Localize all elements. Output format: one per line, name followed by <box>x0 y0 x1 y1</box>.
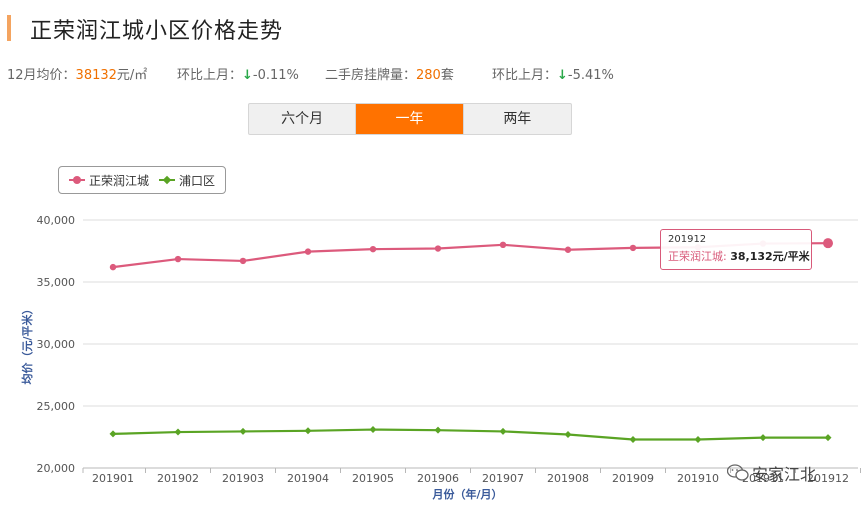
legend-item-community[interactable]: 正荣润江城 <box>69 172 149 189</box>
stat-price-mom: 环比上月：↓-0.11% <box>177 68 299 83</box>
data-point <box>304 248 312 255</box>
x-tick-label: 201902 <box>157 472 199 485</box>
x-tick-label: 201903 <box>222 472 264 485</box>
data-point <box>434 426 442 434</box>
data-point <box>499 427 507 435</box>
tab-one-year[interactable]: 一年 <box>356 104 464 134</box>
y-tick-label: 30,000 <box>37 338 76 351</box>
x-tick-label: 201908 <box>547 472 589 485</box>
listing-count-value: 280 <box>416 68 441 83</box>
x-tick-label: 201905 <box>352 472 394 485</box>
data-point <box>564 431 572 439</box>
stat-listings: 二手房挂牌量：280套 <box>325 68 454 83</box>
page-title: 正荣润江城小区价格走势 <box>30 19 284 44</box>
data-point <box>759 434 767 442</box>
period-tabs: 六个月 一年 两年 <box>248 103 572 135</box>
data-point <box>304 427 312 435</box>
y-axis-title: 均价（元/平米） <box>20 303 34 384</box>
title-accent-bar <box>7 15 11 41</box>
y-tick-label: 40,000 <box>37 214 76 227</box>
y-tick-label: 35,000 <box>37 276 76 289</box>
chart-tooltip: 201912 正荣润江城: 38,132元/平米 <box>660 229 812 270</box>
tooltip-date: 201912 <box>668 234 707 245</box>
wechat-icon <box>727 464 749 481</box>
data-point <box>109 263 117 271</box>
legend-item-district[interactable]: 浦口区 <box>159 172 215 189</box>
x-axis-title: 月份（年/月） <box>431 487 502 501</box>
data-point <box>629 435 637 443</box>
legend-circle-marker-icon <box>69 175 85 185</box>
legend-diamond-marker-icon <box>159 175 176 185</box>
avg-price-value: 38132 <box>75 68 117 83</box>
down-arrow-icon: ↓ <box>242 68 253 83</box>
data-point <box>369 245 377 253</box>
x-tick-label: 201906 <box>417 472 459 485</box>
watermark: 安家江北 <box>727 461 816 485</box>
data-point <box>174 428 182 436</box>
data-point <box>694 435 702 443</box>
data-point <box>499 241 507 248</box>
down-arrow-icon: ↓ <box>557 68 568 83</box>
data-point <box>174 255 182 263</box>
series-line-district <box>112 428 828 441</box>
data-point <box>109 430 117 438</box>
tab-two-years[interactable]: 两年 <box>503 111 532 127</box>
y-tick-label: 25,000 <box>37 400 76 413</box>
x-tick-label: 201904 <box>287 472 329 485</box>
stat-listings-mom: 环比上月：↓-5.41% <box>492 68 614 83</box>
x-tick-label: 201911 <box>742 472 784 485</box>
data-point <box>629 244 637 252</box>
data-point <box>824 434 832 442</box>
data-point <box>564 246 572 253</box>
legend-label-district: 浦口区 <box>179 173 216 188</box>
legend-label-community: 正荣润江城 <box>89 173 150 188</box>
data-point <box>369 426 377 434</box>
x-tick-label: 201901 <box>92 472 134 485</box>
tab-six-months[interactable]: 六个月 <box>249 104 357 134</box>
data-point <box>239 257 247 265</box>
y-tick-label: 20,000 <box>37 462 76 475</box>
x-tick-label: 201912 <box>807 472 849 485</box>
stat-avg-price: 12月均价：38132元/㎡ <box>7 68 148 83</box>
x-tick-label: 201910 <box>677 472 719 485</box>
data-point <box>239 427 247 435</box>
tooltip-value: 38,132元/平米 <box>730 250 810 263</box>
chart-legend: 正荣润江城 浦口区 <box>58 166 227 194</box>
watermark-text: 安家江北 <box>752 465 817 484</box>
x-tick-label: 201909 <box>612 472 654 485</box>
x-tick-label: 201907 <box>482 472 524 485</box>
tooltip-series-name: 正荣润江城: <box>668 250 727 263</box>
data-point <box>823 238 833 249</box>
data-point <box>434 245 442 252</box>
